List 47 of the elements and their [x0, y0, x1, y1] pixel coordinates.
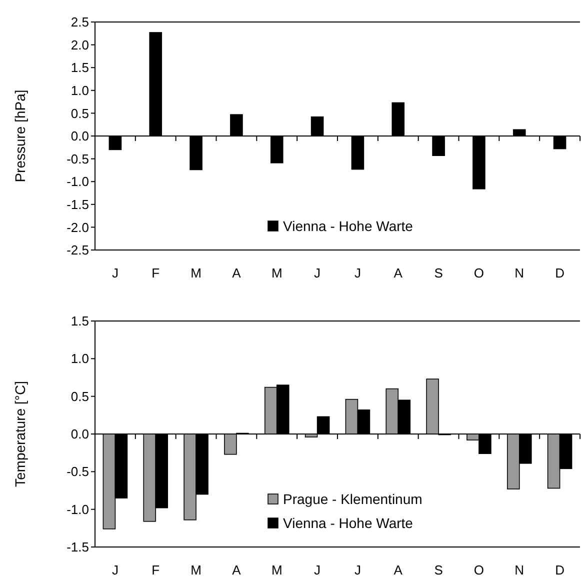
y-tick-label: -0.5: [66, 464, 89, 480]
x-tick-label: O: [474, 562, 484, 578]
y-tick-label: 0.0: [70, 128, 89, 144]
x-tick-label: D: [555, 266, 564, 281]
legend-label: Vienna - Hohe Warte: [283, 514, 414, 531]
x-tick-label: J: [112, 266, 118, 281]
x-tick-label: N: [514, 562, 524, 578]
x-tick-label: F: [152, 562, 160, 578]
x-tick-label: J: [314, 266, 321, 281]
x-tick-label: J: [354, 266, 361, 281]
y-tick-label: -1.0: [66, 174, 89, 190]
x-tick-label: M: [190, 562, 202, 578]
y-tick-label: -2.0: [66, 220, 89, 235]
y-tick-label: -1.0: [66, 502, 89, 517]
x-tick-label: J: [112, 562, 118, 578]
x-tick-label: J: [314, 562, 321, 578]
y-axis-title: Temperature [°C]: [12, 381, 28, 487]
y-tick-label: -0.5: [66, 151, 89, 166]
y-tick-label: 0.5: [70, 106, 89, 121]
y-tick-label: 1.5: [70, 314, 89, 329]
y-tick-label: 0.5: [70, 388, 89, 404]
x-tick-label: M: [271, 266, 282, 281]
y-axis-title: Pressure [hPa]: [12, 90, 28, 182]
x-tick-label: S: [434, 562, 444, 578]
legend-label: Prague - Klementinum: [283, 490, 422, 507]
y-tick-label: 1.5: [70, 60, 89, 76]
x-tick-label: D: [555, 562, 564, 578]
legend-label: Vienna - Hohe Warte: [283, 218, 414, 234]
x-tick-label: J: [354, 562, 361, 578]
y-tick-label: 1.0: [70, 82, 89, 98]
x-tick-label: S: [434, 266, 444, 281]
x-tick-label: M: [271, 562, 282, 578]
y-tick-label: 1.0: [70, 351, 89, 366]
y-tick-label: -1.5: [66, 196, 89, 212]
x-tick-label: M: [190, 266, 202, 281]
x-tick-label: O: [474, 266, 484, 281]
x-tick-label: A: [394, 266, 403, 281]
x-tick-label: F: [152, 266, 160, 281]
x-tick-label: A: [232, 562, 242, 578]
y-tick-label: 2.5: [70, 14, 89, 30]
y-tick-label: 0.0: [70, 426, 89, 442]
x-tick-label: N: [514, 266, 524, 281]
y-tick-label: -1.5: [66, 540, 89, 555]
x-tick-label: A: [232, 266, 242, 281]
y-tick-label: -2.5: [66, 242, 89, 258]
y-tick-label: 2.0: [70, 37, 89, 52]
x-tick-label: A: [394, 562, 403, 578]
